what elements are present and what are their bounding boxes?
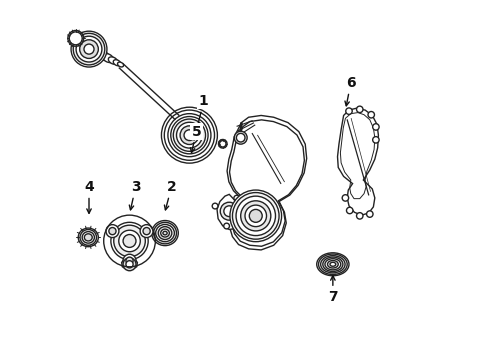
Circle shape [106, 225, 119, 238]
Circle shape [232, 193, 279, 239]
Circle shape [184, 130, 195, 140]
Circle shape [245, 205, 267, 226]
Ellipse shape [181, 127, 190, 135]
Ellipse shape [78, 228, 98, 247]
Circle shape [234, 131, 247, 144]
Polygon shape [217, 194, 242, 229]
Ellipse shape [325, 259, 341, 270]
Circle shape [230, 190, 282, 242]
Circle shape [346, 108, 352, 114]
Circle shape [71, 31, 107, 67]
Circle shape [368, 112, 374, 118]
Ellipse shape [163, 231, 167, 235]
Circle shape [241, 201, 271, 231]
Circle shape [80, 40, 98, 58]
Circle shape [180, 126, 199, 144]
Polygon shape [122, 258, 137, 269]
Circle shape [140, 225, 153, 238]
Text: 2: 2 [165, 180, 176, 210]
Circle shape [126, 261, 133, 268]
Polygon shape [338, 108, 378, 215]
Ellipse shape [152, 221, 178, 246]
Circle shape [236, 196, 275, 235]
Ellipse shape [82, 231, 95, 243]
Text: 5: 5 [191, 125, 201, 153]
Circle shape [357, 213, 363, 219]
Circle shape [171, 117, 208, 154]
Text: 6: 6 [345, 76, 356, 106]
Ellipse shape [320, 256, 345, 273]
Circle shape [373, 136, 379, 143]
Circle shape [234, 195, 240, 201]
Ellipse shape [84, 234, 92, 241]
Circle shape [143, 228, 150, 235]
Ellipse shape [318, 254, 347, 274]
Circle shape [224, 206, 235, 217]
Circle shape [68, 31, 84, 46]
Circle shape [111, 222, 148, 260]
Circle shape [342, 195, 349, 201]
Ellipse shape [317, 253, 349, 276]
Text: 4: 4 [84, 180, 94, 213]
Circle shape [126, 257, 133, 264]
Ellipse shape [330, 262, 336, 266]
Circle shape [73, 33, 105, 65]
Ellipse shape [327, 261, 338, 268]
Text: 3: 3 [129, 180, 141, 210]
Circle shape [219, 139, 227, 148]
Circle shape [224, 223, 229, 229]
Circle shape [114, 225, 146, 257]
Ellipse shape [156, 225, 174, 242]
Ellipse shape [179, 126, 186, 132]
Circle shape [76, 36, 102, 62]
Ellipse shape [177, 125, 183, 129]
Ellipse shape [158, 226, 172, 239]
Circle shape [357, 106, 363, 113]
Circle shape [373, 124, 379, 130]
Ellipse shape [161, 229, 170, 237]
Ellipse shape [108, 57, 118, 64]
Ellipse shape [183, 129, 194, 138]
Circle shape [119, 230, 140, 252]
Polygon shape [227, 116, 307, 250]
Circle shape [367, 211, 373, 217]
Circle shape [123, 254, 136, 267]
Circle shape [109, 228, 116, 235]
Circle shape [69, 32, 82, 45]
Circle shape [212, 203, 218, 209]
Circle shape [173, 119, 205, 151]
Circle shape [84, 44, 94, 54]
Circle shape [346, 207, 353, 214]
Circle shape [249, 210, 262, 222]
Ellipse shape [96, 50, 109, 60]
Text: 7: 7 [328, 276, 338, 303]
Ellipse shape [153, 222, 176, 244]
Ellipse shape [80, 229, 97, 245]
Ellipse shape [118, 62, 123, 67]
Ellipse shape [113, 60, 121, 66]
Circle shape [220, 140, 226, 147]
Text: 1: 1 [193, 94, 209, 140]
Ellipse shape [323, 257, 343, 271]
Circle shape [123, 234, 136, 247]
Circle shape [236, 134, 245, 142]
Circle shape [220, 202, 238, 220]
Circle shape [123, 258, 136, 271]
Circle shape [176, 122, 202, 148]
Ellipse shape [102, 54, 114, 63]
